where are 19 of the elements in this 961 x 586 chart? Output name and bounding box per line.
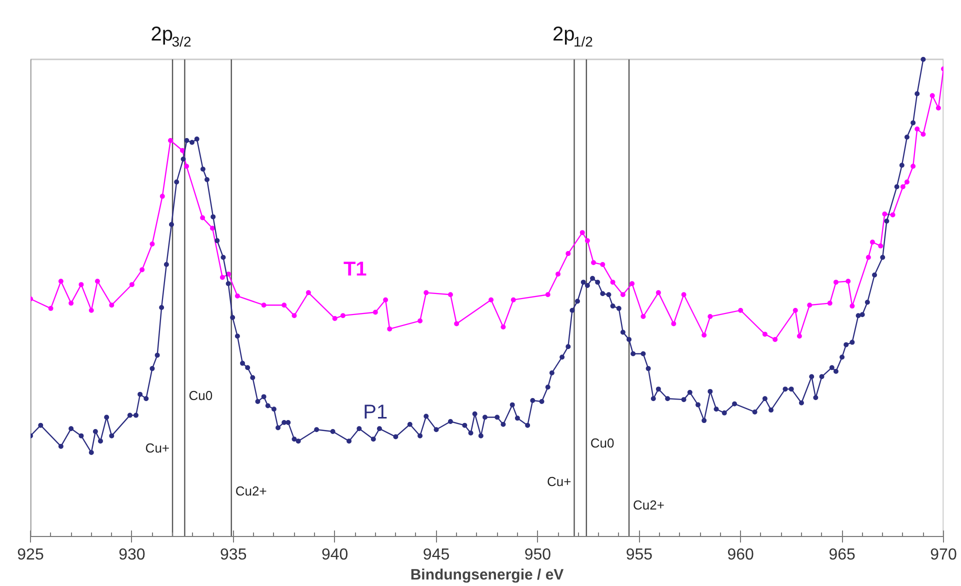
x-tick-label: 970	[930, 546, 957, 564]
ref-line-label: Cu2+	[633, 498, 664, 513]
x-tick-label: 930	[118, 546, 146, 564]
x-tick-label: 960	[727, 546, 754, 564]
x-tick-label: 940	[321, 546, 348, 564]
ref-line-label: Cu0	[188, 388, 213, 403]
x-tick-label: 950	[524, 546, 552, 564]
x-tick-label: 935	[220, 546, 247, 564]
ref-line-label: Cu+	[547, 474, 572, 489]
series-label: T1	[343, 258, 367, 280]
ref-line-label: Cu0	[590, 436, 614, 451]
x-tick-label: 945	[422, 546, 450, 564]
x-tick-label: 955	[626, 546, 653, 564]
ref-line-label: Cu+	[145, 440, 170, 456]
x-tick-label: 965	[828, 546, 856, 564]
series-label: P1	[363, 401, 388, 424]
x-tick-label: 925	[17, 546, 44, 564]
ref-line-label: Cu2+	[235, 483, 267, 498]
x-axis-title: Bindungsenergie / eV	[410, 566, 564, 584]
